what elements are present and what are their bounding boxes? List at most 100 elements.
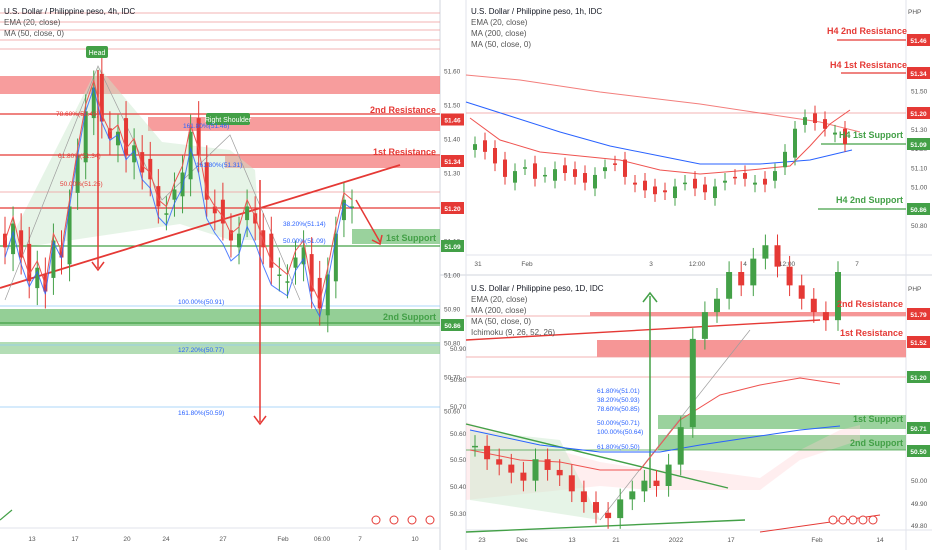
left-candle-body: [91, 87, 96, 119]
left-arrowhead-3: [371, 234, 383, 246]
br-currency-label: PHP: [908, 286, 921, 293]
br-candle-body: [629, 491, 636, 500]
tr-candle-body: [843, 128, 847, 145]
br-price-tick-right: 49.80: [911, 523, 928, 530]
left-candle-body: [115, 131, 120, 146]
tr-candle-body: [533, 163, 537, 179]
left-price-tick: 51.60: [444, 69, 461, 76]
left-fib-label: 38.20%(51.14): [283, 221, 326, 228]
top-right-chart-panel: PHP H4 2nd Resistance H4 1st Resistance H4 …: [465, 7, 930, 268]
left-chart-panel: Head Right Shoulder 2nd Resistance 1st Resi…: [0, 7, 464, 543]
tr-price-tag-bg: [907, 138, 930, 150]
br-x-tick: 17: [727, 537, 735, 544]
tr-candle-body: [513, 171, 517, 183]
event-flag-icon: [828, 515, 838, 525]
left-right-shoulder-label: Right Shoulder: [205, 117, 252, 124]
left-fib-label: 161.80%(50.59): [178, 410, 224, 417]
left-price-tag-bg: [441, 113, 464, 126]
br-candle-body: [701, 312, 708, 339]
tr-price-tag-bg: [907, 67, 930, 79]
br-candle-body: [786, 266, 793, 286]
br-price-tick: 50.40: [450, 484, 467, 491]
bottom-right-candles: [472, 234, 841, 529]
left-fib-label: 50.00%(51.25): [60, 181, 103, 188]
left-price-tick: 50.80: [444, 341, 461, 348]
br-fib-label: 78.60%(50.85): [597, 406, 640, 413]
br-price-tag: 50.71: [910, 426, 927, 433]
tr-x-tick: Feb: [521, 261, 533, 268]
br-price-tag-bg: [907, 445, 930, 457]
left-sup2-zone: [0, 309, 440, 326]
br-candle-body: [665, 464, 672, 486]
br-ichimoku-cloud: [466, 422, 860, 500]
br-price-tag: 51.52: [910, 340, 927, 347]
tr-candle-body: [763, 178, 767, 185]
left-price-tag: 50.86: [444, 323, 461, 330]
left-candles: [3, 56, 354, 333]
tr-x-tick: 3: [649, 261, 653, 268]
br-upper-trendline: [465, 319, 821, 341]
tr-candle-body: [793, 128, 797, 158]
tr-currency-label: PHP: [908, 9, 921, 16]
left-neckline-trendline: [0, 164, 401, 289]
event-flag-icon: [848, 515, 858, 525]
top-right-candles: [473, 105, 847, 206]
left-chart-title: U.S. Dollar / Philippine peso, 4h, IDC: [4, 7, 135, 16]
tr-candle-body: [573, 169, 577, 177]
br-res1-label: 1st Resistance: [840, 328, 903, 338]
tr-h4r1-label: H4 1st Resistance: [830, 60, 907, 70]
left-fib-label: 61.80%(51.34): [58, 153, 101, 160]
event-flag-icon: [868, 515, 878, 525]
left-candle-body: [261, 230, 266, 248]
br-price-tag-bg: [907, 422, 930, 434]
br-candle-body: [762, 245, 769, 259]
tr-price-tag: 50.86: [910, 207, 927, 214]
tr-candle-body: [753, 182, 757, 185]
left-price-tick: 51.00: [444, 273, 461, 280]
left-fib-label: 161.80%(51.31): [196, 162, 242, 169]
br-fib-label: 61.80%(51.01): [597, 388, 640, 395]
left-x-tick: Feb: [277, 536, 289, 543]
br-candle-body: [472, 445, 478, 448]
br-res2-zone: [590, 312, 906, 316]
tr-price-tag-bg: [907, 203, 930, 215]
left-candle-body: [99, 73, 104, 122]
tr-ma50-line: [465, 101, 853, 165]
left-candle-body: [35, 267, 40, 289]
left-price-tick: 51.40: [444, 137, 461, 144]
left-x-tick: 06:00: [314, 536, 331, 543]
tr-x-tick: 4: [743, 261, 747, 268]
tr-h4s2-label: H4 2nd Support: [836, 195, 903, 205]
br-price-tag: 51.20: [910, 375, 927, 382]
br-candle-body: [580, 491, 587, 503]
br-candle-body: [508, 464, 515, 473]
left-res2-label: 2nd Resistance: [370, 105, 436, 115]
br-candle-body: [835, 272, 841, 321]
tr-x-tick: 31: [474, 261, 482, 268]
left-candle-body: [325, 274, 330, 316]
left-candle-body: [124, 118, 129, 156]
bottom-right-chart-panel: PHP 2nd Resistance 1st Resistance 1st Suppo…: [371, 234, 930, 544]
br-price-tag: 51.79: [910, 312, 927, 319]
tr-candle-body: [673, 186, 677, 199]
left-indicator-ma: MA (50, close, 0): [4, 29, 64, 38]
left-candle-body: [212, 206, 217, 214]
br-x-tick: 21: [612, 537, 620, 544]
left-fib-label: 100.00%(50.91): [178, 299, 224, 306]
br-indicator-ma200: MA (200, close): [471, 306, 527, 315]
tr-candle-body: [603, 167, 607, 172]
left-x-tick: 20: [123, 536, 131, 543]
left-candle-body: [83, 111, 88, 163]
left-price-tag: 51.46: [444, 118, 461, 125]
left-indicator-ema: EMA (20, close): [4, 18, 61, 27]
left-x-tick: 24: [162, 536, 170, 543]
br-candle-body: [653, 480, 660, 486]
left-candle-body: [269, 233, 274, 268]
left-arrowhead-1: [91, 261, 105, 272]
left-head-label: Head: [89, 50, 106, 57]
tr-candle-body: [563, 165, 567, 174]
left-x-tick: 27: [219, 536, 227, 543]
tr-x-tick: 7: [855, 261, 859, 268]
